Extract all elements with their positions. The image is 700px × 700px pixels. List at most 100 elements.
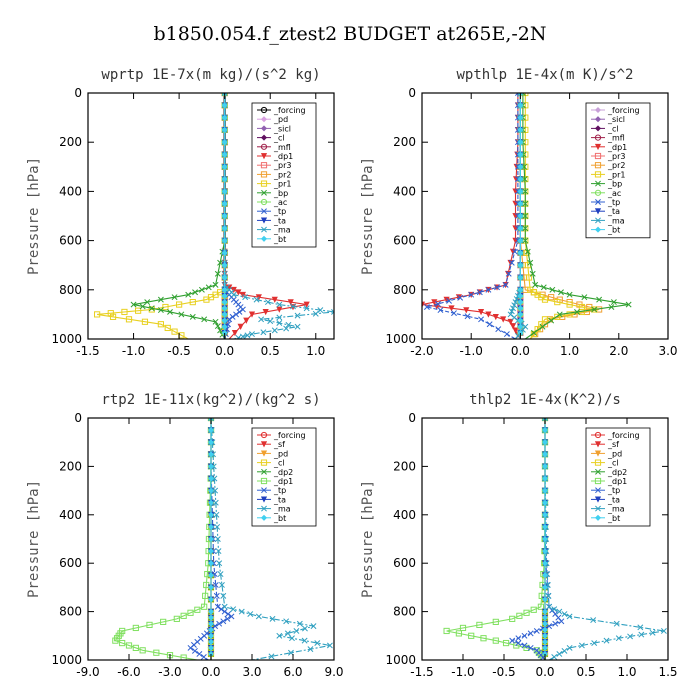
point-marker [207,626,215,633]
point-marker [517,176,524,183]
legend-marker [261,208,267,215]
point-marker [207,638,215,645]
legend-box [585,102,651,239]
point-marker [561,647,568,654]
point-marker [283,325,290,332]
y-tick-label: 800 [59,283,82,297]
point-marker [294,312,301,319]
point-marker [230,291,237,298]
point-marker [517,212,524,220]
point-marker [541,451,549,458]
point-marker [541,463,549,470]
legend-label: _cl [607,124,619,133]
legend-marker [261,226,267,233]
point-marker [153,649,160,656]
point-marker [541,511,549,518]
point-marker [451,310,457,317]
point-marker [541,427,549,434]
point-marker [541,475,549,482]
point-marker [185,291,192,298]
point-marker [495,326,502,333]
legend-label: _pr3 [607,152,625,161]
point-marker [201,603,208,610]
chart-panel-2: wpthlp 1E-4x(m K)/s^2 Pressure [hPa] -2.0 -… [360,67,678,358]
legend-label: _forcing [607,106,640,115]
point-marker [135,307,142,314]
point-marker [238,608,245,615]
point-marker [541,535,549,543]
x-tick-label: -1.0 [451,665,474,679]
y-tick-label: 800 [59,605,82,619]
point-marker [541,548,549,555]
point-marker [207,572,215,579]
point-marker [509,323,517,330]
point-marker [269,615,276,622]
point-marker [625,301,632,308]
point-marker [435,300,441,307]
legend-marker [260,217,268,224]
x-tick-label: -1.5 [76,344,99,358]
point-marker [244,332,251,339]
point-marker [591,640,598,647]
figure-title: b1850.054.f_ztest2 BUDGET at265E,-2N [153,23,546,45]
y-tick-label: 200 [59,459,82,473]
point-marker [581,294,588,301]
point-marker [144,299,151,306]
legend-marker [260,496,268,503]
point-marker [207,499,215,506]
point-marker [220,618,227,625]
legend-label: _bp [607,180,622,189]
point-marker [203,296,210,303]
point-marker [258,316,265,323]
point-marker [455,630,462,637]
point-marker [608,304,615,310]
point-marker [271,327,278,334]
point-marker [476,289,483,296]
legend-marker [260,441,268,448]
point-marker [212,281,219,288]
point-marker [522,237,529,244]
point-marker [178,311,185,318]
point-marker [590,617,597,624]
point-marker [221,212,228,220]
point-marker [524,248,531,255]
point-marker [207,548,215,555]
point-marker [522,213,529,219]
point-marker [459,624,467,632]
legend-marker [594,189,602,196]
legend-label: _ma [273,505,291,514]
point-marker [517,262,524,269]
x-tick-label: -9.0 [76,665,99,679]
point-marker [517,237,524,244]
point-marker [230,606,237,613]
legend-label: _sicl [273,124,291,133]
point-marker [517,292,524,299]
point-marker [603,637,610,644]
point-marker [437,307,444,314]
point-marker [229,313,236,320]
x-tick-label: 9.0 [324,665,343,679]
point-marker [221,114,228,121]
point-marker [221,603,228,610]
legend-marker [594,116,602,123]
point-marker [242,294,249,301]
point-marker [566,311,573,318]
y-tick-label: 0 [408,411,416,425]
legend-label: _pr2 [607,161,625,170]
point-marker [511,248,518,255]
point-marker [262,309,269,316]
point-marker [541,499,549,506]
legend: _forcing_sf_pd_cl_dp2_dp1_tp_ta_ma_bt [585,427,651,527]
point-marker [312,310,319,317]
point-marker [221,608,228,615]
legend-label: _cl [273,459,285,468]
point-marker [221,163,228,170]
x-tick-label: -1.5 [410,665,433,679]
point-marker [522,200,529,207]
point-marker [213,511,220,518]
point-marker [141,318,149,325]
x-tick-label: -6.0 [117,665,140,679]
point-marker [217,571,224,578]
point-marker [561,611,568,617]
point-marker [517,305,524,312]
